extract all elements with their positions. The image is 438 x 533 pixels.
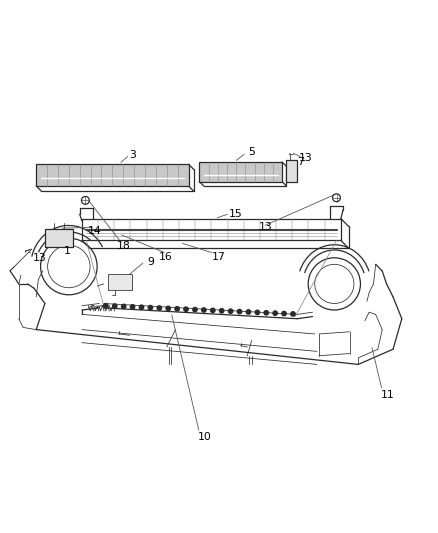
Circle shape [81, 197, 89, 204]
Circle shape [166, 306, 170, 311]
Text: 7: 7 [297, 157, 304, 167]
Circle shape [104, 303, 108, 308]
Text: 5: 5 [248, 148, 255, 157]
Circle shape [211, 308, 215, 312]
Text: 1: 1 [64, 246, 71, 256]
Circle shape [332, 194, 340, 201]
Circle shape [273, 311, 277, 316]
Text: 9: 9 [147, 257, 154, 267]
Text: 10: 10 [198, 432, 212, 442]
Circle shape [229, 309, 233, 313]
Circle shape [255, 310, 260, 314]
Circle shape [237, 309, 242, 314]
Circle shape [131, 305, 135, 309]
Bar [45, 229, 73, 247]
Circle shape [139, 305, 144, 310]
Circle shape [291, 312, 295, 316]
Bar [286, 160, 297, 182]
Circle shape [175, 306, 179, 311]
Text: 15: 15 [229, 209, 242, 219]
Text: 14: 14 [88, 226, 102, 236]
Circle shape [148, 305, 152, 310]
Text: 18: 18 [117, 241, 131, 251]
Text: 17: 17 [212, 252, 226, 262]
Circle shape [193, 308, 197, 312]
Circle shape [184, 307, 188, 311]
Circle shape [157, 306, 162, 310]
Text: 11: 11 [381, 390, 395, 400]
Circle shape [201, 308, 206, 312]
Bar [36, 164, 188, 186]
Circle shape [121, 304, 126, 309]
Circle shape [282, 311, 286, 316]
Text: 16: 16 [159, 252, 173, 262]
Text: 13: 13 [259, 222, 273, 232]
Circle shape [246, 310, 251, 314]
Text: 3: 3 [129, 150, 136, 160]
Bar [108, 274, 132, 290]
Circle shape [113, 304, 117, 308]
Bar [199, 162, 282, 182]
Text: 13: 13 [33, 253, 46, 263]
Circle shape [219, 309, 224, 313]
Circle shape [264, 311, 268, 315]
Text: 13: 13 [299, 152, 313, 163]
